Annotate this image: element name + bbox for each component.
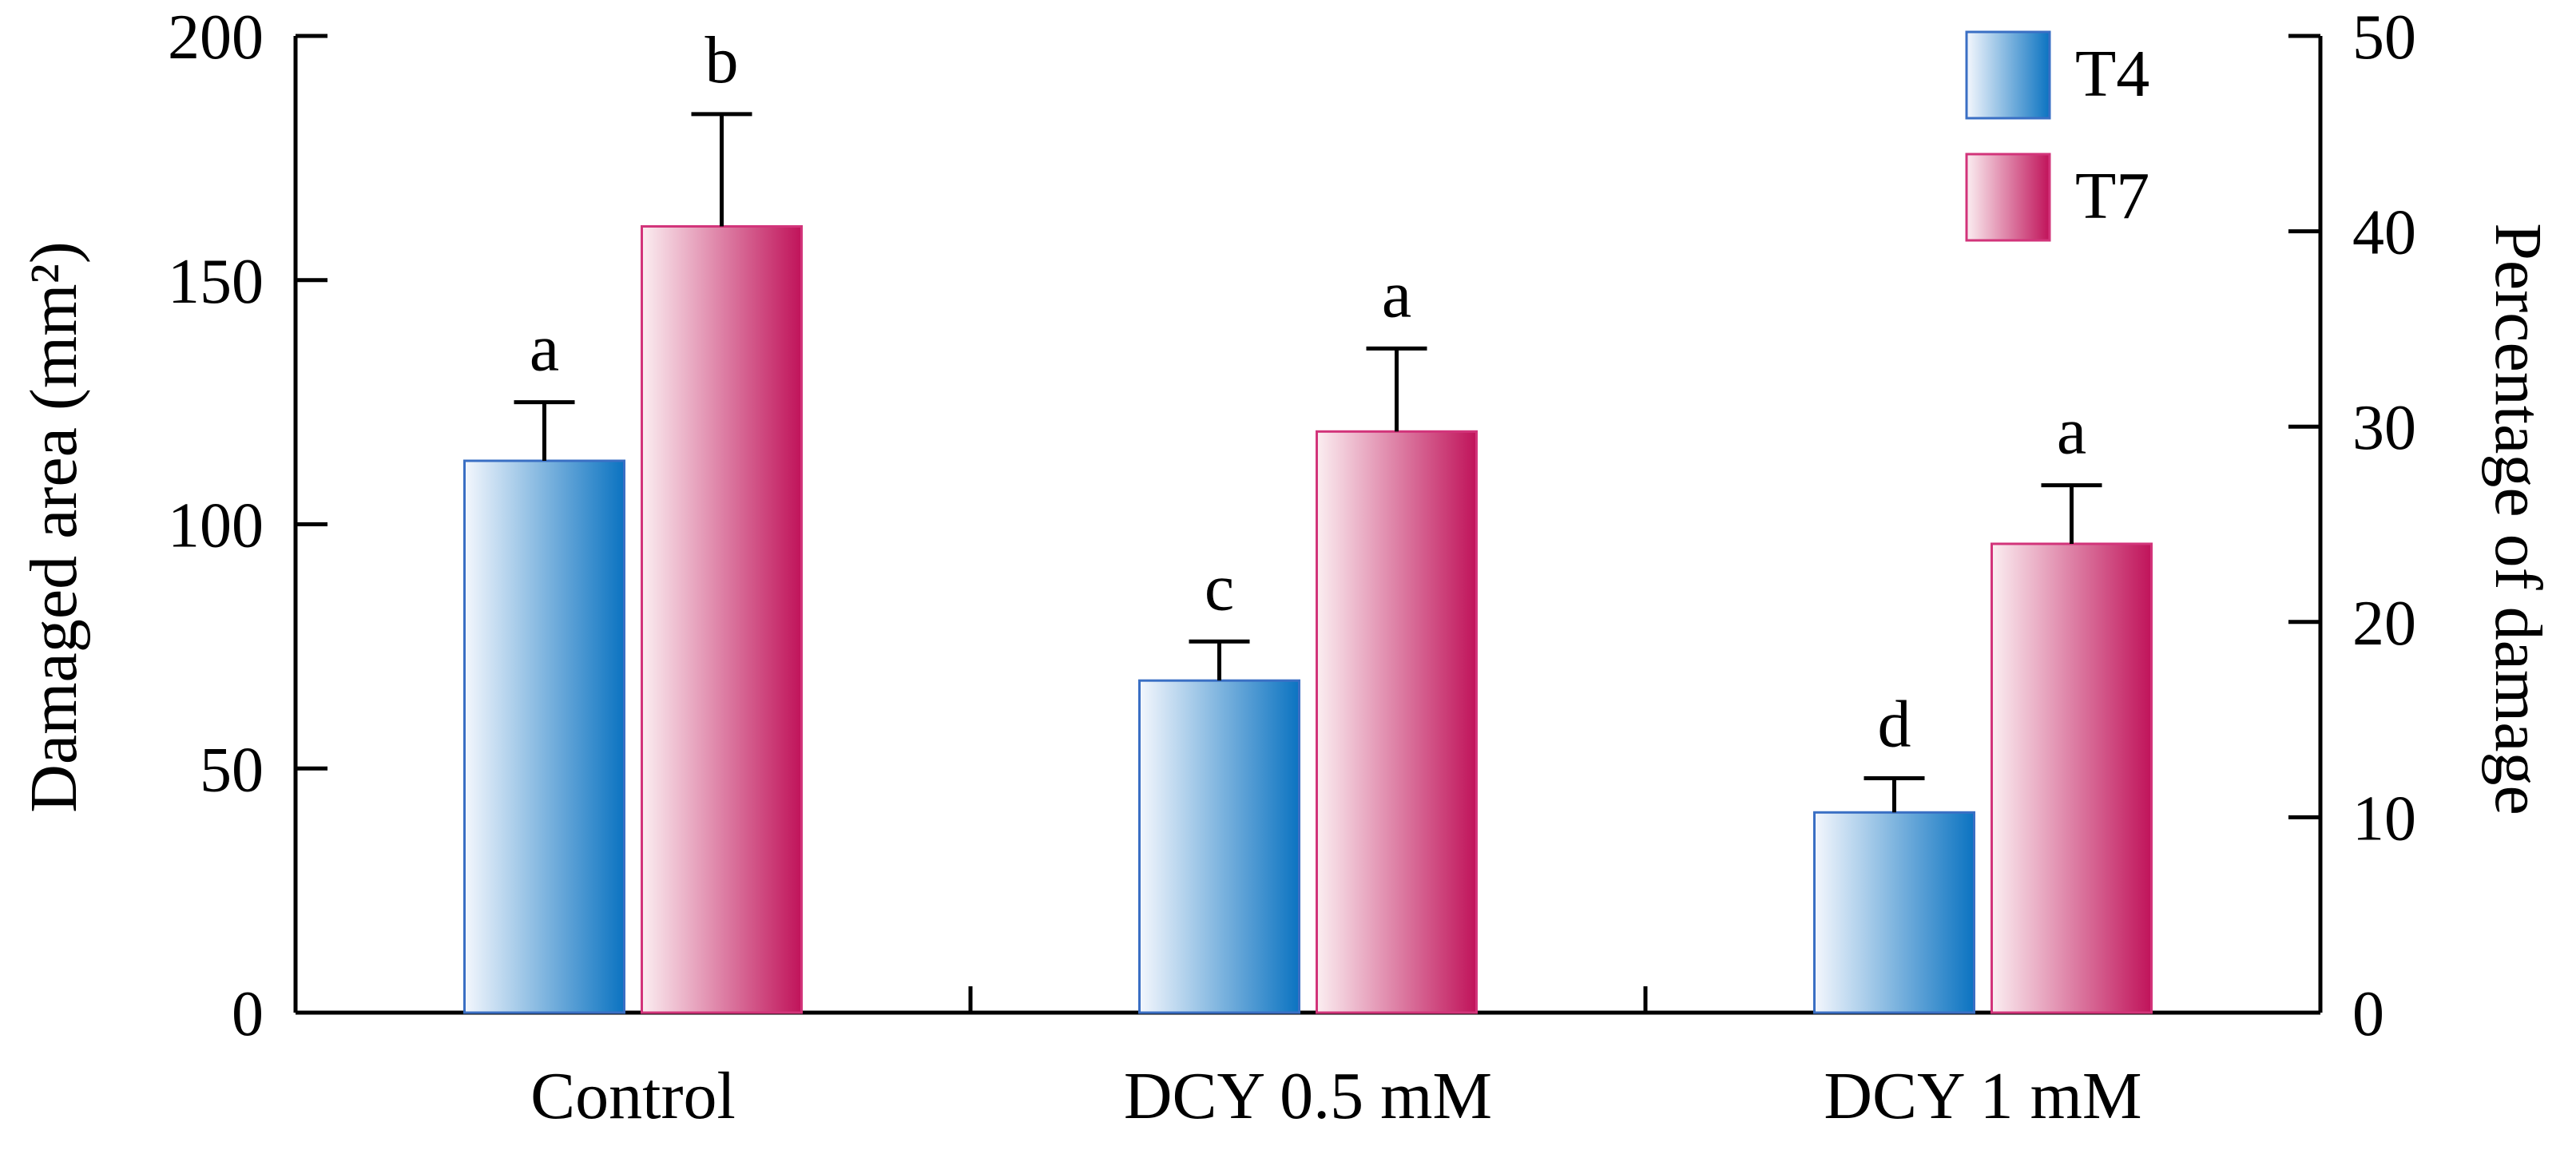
y-tick-label: 0 [232, 979, 264, 1049]
y-tick-label: 200 [168, 2, 264, 73]
significance-label: d [1878, 687, 1911, 761]
bar-t4-3 [1813, 811, 1975, 1014]
legend-label-t7: T7 [2075, 159, 2149, 233]
x-category-label: DCY 0.5 mM [1124, 1059, 1492, 1133]
x-category-label: DCY 1 mM [1824, 1059, 2141, 1133]
bar-t4-2 [1138, 679, 1300, 1014]
y2-tick-label: 40 [2352, 198, 2416, 268]
significance-label: a [530, 311, 559, 386]
y2-axis-title: Percentage of damage [2481, 223, 2555, 815]
significance-label: b [705, 23, 739, 97]
significance-label: c [1205, 550, 1234, 625]
y2-tick-label: 50 [2352, 2, 2416, 73]
y-axis-title: Damaged area (mm²) [17, 241, 91, 812]
y2-tick-label: 0 [2352, 979, 2384, 1049]
y2-tick-label: 10 [2352, 783, 2416, 854]
y2-tick-label: 30 [2352, 393, 2416, 463]
bar-t7-2 [1316, 430, 1478, 1014]
significance-label: a [1382, 257, 1411, 331]
legend-swatch-t4 [1965, 30, 2051, 120]
legend: T4 T7 [1965, 30, 2149, 242]
legend-label-t4: T4 [2075, 37, 2149, 111]
legend-swatch-t7 [1965, 153, 2051, 242]
bar-t4-1 [463, 459, 625, 1014]
bar-t7-3 [1991, 542, 2153, 1014]
x-category-label: Control [530, 1059, 736, 1133]
y-tick-label: 50 [200, 735, 264, 805]
y2-tick-label: 20 [2352, 589, 2416, 659]
significance-label: a [2057, 395, 2086, 469]
bar-t7-1 [641, 224, 803, 1014]
y-tick-label: 150 [168, 247, 264, 317]
y-tick-label: 100 [168, 491, 264, 561]
